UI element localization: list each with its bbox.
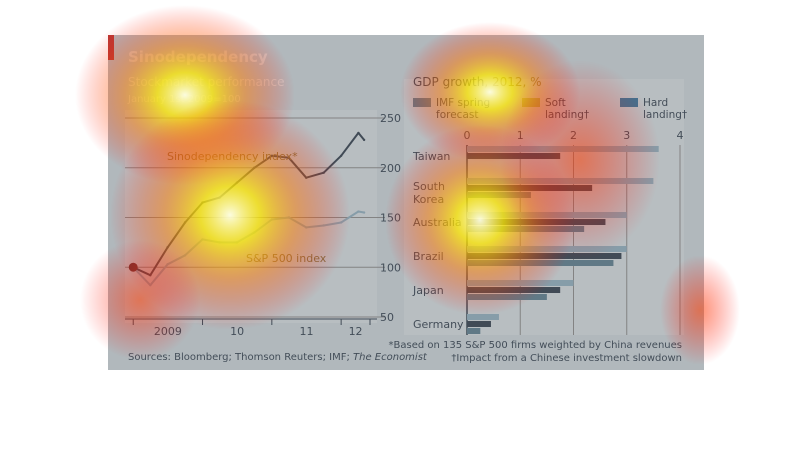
y-tick-label: 150: [380, 212, 401, 225]
line-point: [218, 196, 221, 199]
legend-label: Soft: [545, 97, 566, 109]
bar: [467, 253, 622, 259]
bar: [467, 219, 606, 225]
y-tick-label: 100: [380, 261, 401, 274]
figure-title: Sinodependency: [128, 48, 268, 66]
bar: [467, 260, 614, 266]
bar: [467, 178, 654, 184]
line-point: [201, 238, 204, 241]
line-point: [166, 246, 169, 249]
line-point: [235, 181, 239, 184]
bar: [467, 280, 574, 286]
legend-label: landing†: [643, 109, 687, 121]
bar: [467, 212, 627, 218]
bar: [467, 328, 481, 334]
bar: [467, 185, 593, 191]
line-point: [322, 224, 325, 227]
bar-chart-title: GDP growth, 2012, %: [413, 75, 542, 89]
bar: [467, 294, 547, 300]
x-tick-label: 4: [677, 129, 684, 142]
bar: [467, 287, 561, 293]
line-point: [357, 210, 360, 213]
line-point: [183, 221, 187, 224]
series-label-sp500: S&P 500 index: [246, 252, 327, 265]
line-point: [305, 226, 308, 229]
line-point: [253, 166, 256, 169]
line-point: [305, 176, 308, 179]
legend-swatch: [522, 98, 540, 107]
legend-label: IMF spring: [436, 97, 490, 109]
bar: [467, 321, 491, 327]
x-tick-label: 0: [464, 129, 471, 142]
category-label: South: [413, 180, 445, 193]
line-point: [357, 131, 360, 135]
line-chart-title: Stockmarket performance: [128, 75, 284, 89]
category-label: Australia: [413, 216, 462, 229]
sources-note: Sources: Bloomberg; Thomson Reuters; IMF…: [128, 352, 428, 363]
bar: [467, 314, 499, 320]
legend-label: Hard: [643, 97, 668, 109]
legend-swatch: [620, 98, 638, 107]
line-point: [362, 211, 366, 214]
footnote-landing: †Impact from a Chinese investment slowdo…: [451, 353, 682, 364]
category-label: Taiwan: [412, 150, 450, 163]
y-tick-label: 250: [380, 112, 401, 125]
bar: [467, 146, 659, 152]
line-point: [166, 263, 169, 266]
line-point: [235, 241, 239, 244]
bar: [467, 226, 585, 232]
line-point: [218, 241, 221, 244]
figure-canvas: Sinodependency Stockmarket performance J…: [108, 35, 687, 364]
line-chart-subtitle: January 1st 2009=100: [127, 94, 241, 105]
x-tick-label: 2: [570, 129, 577, 142]
legend-label: forecast: [436, 109, 478, 121]
line-point: [322, 171, 325, 174]
figure: Sinodependency Stockmarket performance J…: [108, 35, 704, 370]
bar: [467, 246, 627, 252]
y-tick-label: 50: [380, 311, 394, 324]
category-label: Japan: [412, 284, 444, 297]
line-point: [339, 154, 343, 158]
line-plot-area: [125, 110, 377, 323]
footnote-sinodependency: *Based on 135 S&P 500 firms weighted by …: [389, 340, 683, 351]
x-tick-label: 2009: [154, 325, 182, 338]
category-label: Korea: [413, 193, 444, 206]
line-point: [149, 274, 152, 277]
x-tick-label: 11: [299, 325, 313, 338]
line-point: [201, 201, 204, 204]
line-point: [287, 216, 291, 219]
bar: [467, 153, 561, 159]
category-label: Brazil: [413, 250, 444, 263]
base-point: [128, 262, 138, 272]
x-tick-label: 3: [623, 129, 630, 142]
line-point: [253, 231, 256, 234]
accent-bar: [108, 35, 114, 60]
x-tick-label: 1: [517, 129, 524, 142]
bar: [467, 192, 531, 198]
line-point: [183, 254, 187, 257]
legend-label: landing†: [545, 109, 589, 121]
series-label-sinodependency: Sinodependency index*: [167, 150, 298, 163]
x-tick-label: 10: [230, 325, 244, 338]
category-label: Germany: [413, 318, 464, 331]
line-point: [362, 138, 366, 142]
line-point: [339, 221, 343, 224]
x-tick-label: 12: [349, 325, 363, 338]
line-point: [270, 218, 274, 221]
line-point: [149, 283, 152, 287]
legend-swatch: [413, 98, 431, 107]
y-tick-label: 200: [380, 162, 401, 175]
